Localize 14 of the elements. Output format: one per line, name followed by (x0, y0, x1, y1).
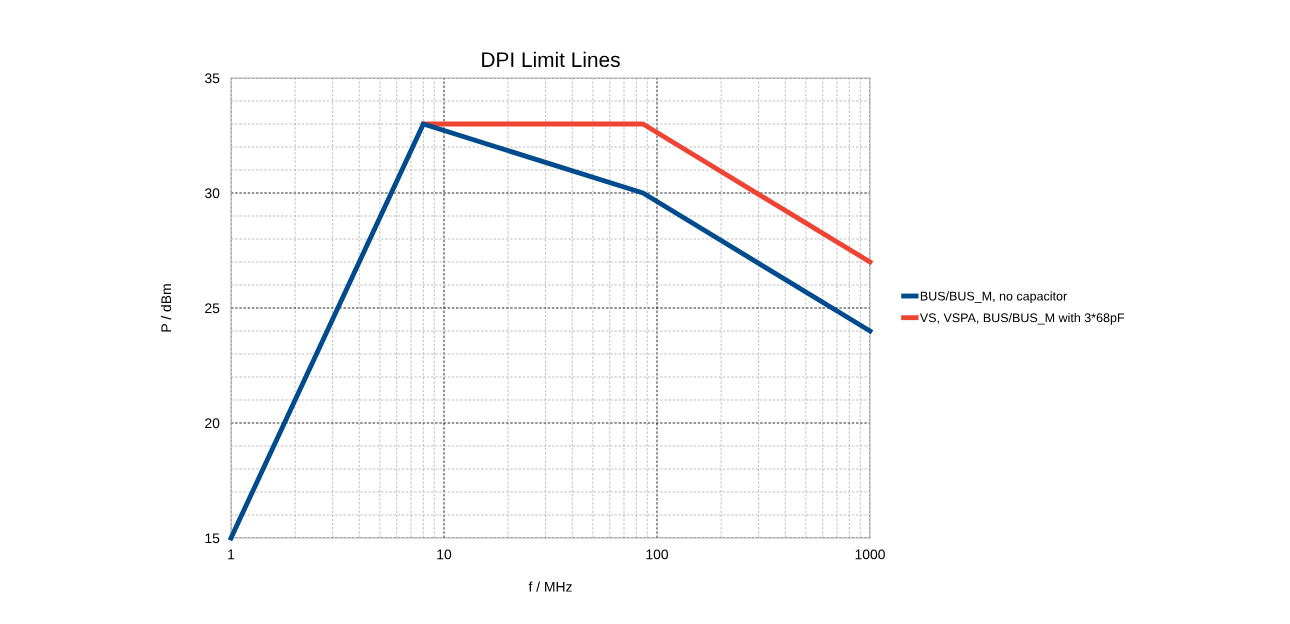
x-tick-label: 100 (646, 549, 669, 560)
y-tick-label: 35 (204, 73, 220, 84)
y-axis-title: P / dBm (160, 284, 172, 332)
y-tick-label: 25 (205, 303, 220, 314)
x-tick-label: 1000 (855, 549, 885, 560)
chart-title: DPI Limit Lines (482, 51, 620, 68)
y-tick-label: 15 (205, 533, 220, 544)
legend-label: BUS/BUS_M, no capacitor (920, 291, 1067, 303)
y-tick-label: 20 (205, 418, 220, 429)
legend-label: VS, VSPA, BUS/BUS_M with 3*68pF (919, 313, 1125, 325)
y-tick-label: 30 (204, 188, 220, 199)
x-tick-label: 1 (228, 549, 235, 560)
x-tick-label: 10 (437, 549, 452, 560)
x-axis-title: f / MHz (528, 581, 572, 592)
